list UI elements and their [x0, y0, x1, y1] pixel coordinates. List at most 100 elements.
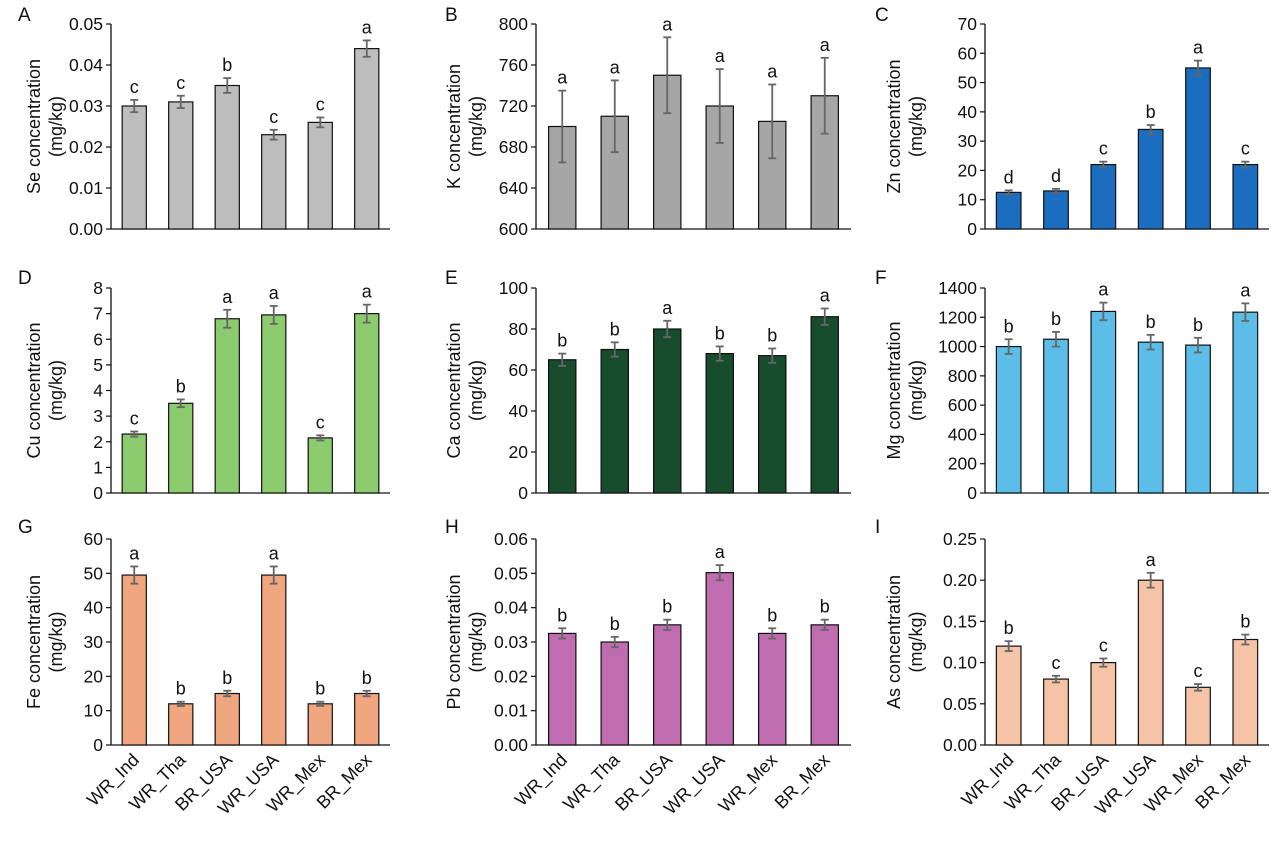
y-tick-label-f: 1000: [938, 337, 977, 357]
y-tick-label-d: 7: [93, 304, 103, 324]
y-tick-label-g: 0: [93, 735, 103, 755]
y-tick-label-b: 600: [499, 219, 528, 239]
bar-c: [1137, 128, 1164, 230]
bar-i: [1185, 686, 1211, 746]
bar-d: [261, 314, 287, 494]
significance-label-a: c: [269, 107, 278, 127]
y-tick-label-e: 40: [509, 401, 529, 421]
significance-label-c: c: [1241, 139, 1250, 159]
bar-d: [354, 313, 380, 494]
y-tick-label-h: 0.03: [494, 632, 528, 652]
significance-label-h: b: [610, 614, 620, 634]
bar-e: [600, 348, 629, 494]
significance-label-e: a: [820, 286, 831, 306]
significance-label-h: b: [662, 597, 672, 617]
y-tick-label-b: 640: [499, 178, 528, 198]
y-tick-label-d: 1: [93, 457, 103, 477]
significance-label-f: b: [1146, 312, 1156, 332]
bar-h: [810, 624, 839, 746]
significance-label-i: c: [1052, 653, 1061, 673]
bar-d: [307, 437, 333, 494]
y-tick-label-a: 0.01: [69, 178, 103, 198]
y-tick-label-d: 6: [93, 329, 103, 349]
bar-g: [168, 703, 194, 746]
panel-letter-e: E: [445, 268, 458, 289]
y-tick-label-a: 0.05: [69, 14, 103, 34]
significance-label-b: a: [662, 14, 673, 34]
significance-label-d: b: [176, 376, 186, 396]
panel-letter-d: D: [18, 268, 32, 289]
y-tick-label-f: 1200: [938, 307, 977, 327]
panel-letter-i: I: [875, 517, 880, 538]
y-tick-label-i: 0.20: [943, 570, 977, 590]
significance-label-h: b: [557, 605, 567, 625]
y-tick-label-f: 1400: [938, 278, 977, 298]
y-tick-label-g: 30: [84, 632, 104, 652]
y-tick-label-g: 60: [84, 529, 104, 549]
panel-letter-a: A: [18, 5, 31, 26]
bar-c: [1090, 163, 1117, 230]
bar-c: [1232, 163, 1259, 230]
bar-d: [214, 318, 240, 494]
y-tick-label-g: 20: [84, 666, 104, 686]
significance-label-d: a: [362, 282, 373, 302]
bar-g: [214, 692, 240, 746]
bar-a: [168, 101, 194, 230]
y-tick-label-e: 80: [509, 319, 529, 339]
significance-label-c: d: [1004, 167, 1014, 187]
y-tick-label-c: 70: [958, 14, 978, 34]
significance-label-f: b: [1051, 309, 1061, 329]
significance-label-h: b: [820, 597, 830, 617]
significance-label-b: a: [767, 61, 778, 81]
significance-label-e: b: [767, 325, 777, 345]
bar-g: [307, 703, 333, 746]
bar-f: [995, 345, 1022, 494]
significance-label-e: b: [715, 323, 725, 343]
significance-label-i: c: [1099, 635, 1108, 655]
significance-label-i: b: [1004, 618, 1014, 638]
y-tick-label-f: 600: [948, 395, 977, 415]
y-tick-label-h: 0.02: [494, 666, 528, 686]
significance-label-e: a: [662, 298, 673, 318]
significance-label-i: b: [1240, 612, 1250, 632]
y-tick-label-i: 0.00: [943, 735, 977, 755]
bar-e: [705, 353, 734, 494]
y-tick-label-c: 0: [967, 219, 977, 239]
bar-c: [995, 191, 1022, 230]
y-tick-label-e: 100: [499, 278, 528, 298]
bar-e: [810, 316, 839, 494]
y-axis-unit-f: (mg/kg): [906, 360, 926, 421]
significance-label-a: c: [176, 73, 185, 93]
bar-e: [757, 355, 787, 494]
y-tick-label-i: 0.15: [943, 611, 977, 631]
y-axis-unit-a: (mg/kg): [46, 96, 66, 157]
significance-label-d: a: [222, 287, 233, 307]
x-tick-label-h: WR_Mex: [715, 750, 782, 817]
y-tick-label-g: 10: [84, 701, 104, 721]
bar-g: [261, 574, 287, 746]
bar-g: [121, 574, 147, 746]
y-tick-label-h: 0.04: [494, 598, 528, 618]
significance-label-b: a: [820, 35, 831, 55]
y-axis-unit-e: (mg/kg): [466, 360, 486, 421]
y-tick-label-e: 60: [509, 360, 529, 380]
y-axis-unit-i: (mg/kg): [906, 611, 926, 672]
bar-f: [1137, 341, 1164, 494]
bar-g: [354, 692, 380, 746]
significance-label-b: a: [610, 57, 621, 77]
bar-d: [121, 433, 147, 494]
y-tick-label-h: 0.06: [494, 529, 528, 549]
y-tick-label-d: 0: [93, 483, 103, 503]
bar-h: [547, 632, 577, 746]
y-tick-label-b: 680: [499, 137, 528, 157]
significance-label-g: b: [176, 679, 186, 699]
bar-h: [600, 641, 629, 746]
y-tick-label-d: 2: [93, 432, 103, 452]
y-axis-unit-d: (mg/kg): [46, 360, 66, 421]
y-axis-unit-b: (mg/kg): [466, 96, 486, 157]
bar-f: [1090, 310, 1117, 494]
panel-letter-g: G: [18, 517, 33, 538]
bar-f: [1232, 311, 1259, 494]
significance-label-i: a: [1146, 550, 1157, 570]
